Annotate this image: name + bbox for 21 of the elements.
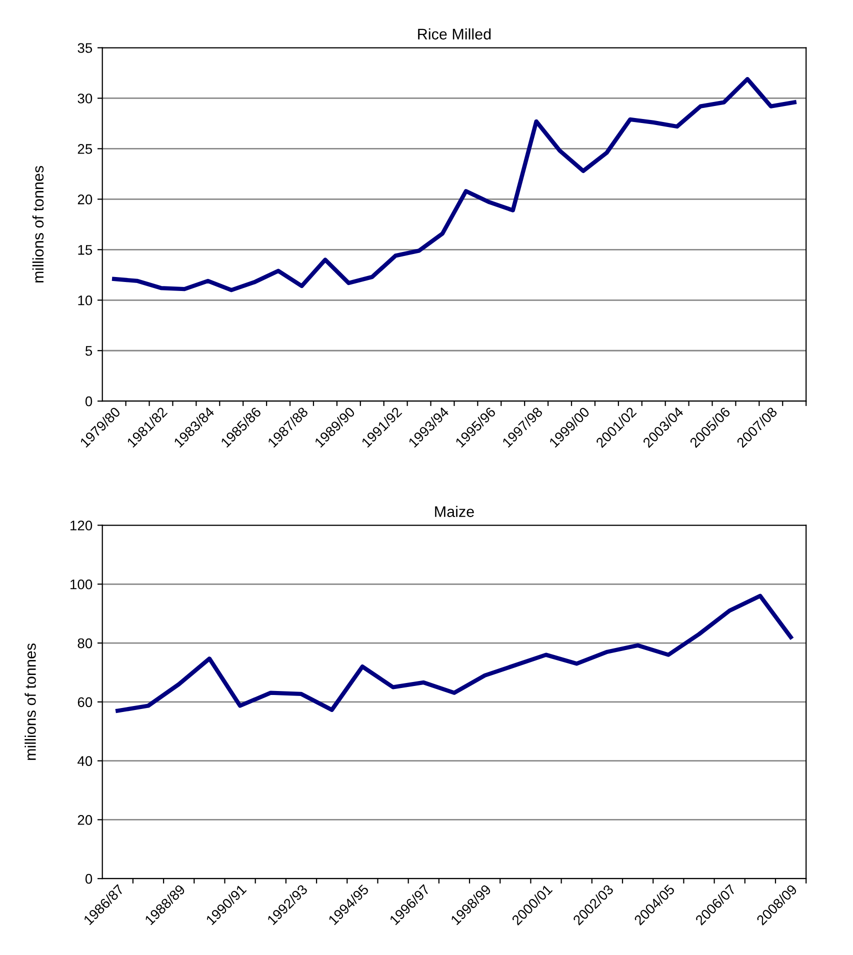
y-tick-label: 5 [85,346,92,356]
y-axis-title: millions of tonnes [32,166,44,282]
y-tick-label: 25 [78,144,92,154]
y-tick-label: 10 [78,295,92,306]
y-tick-label: 0 [85,874,92,884]
y-tick-label: 80 [78,638,92,648]
y-tick-label: 100 [70,579,92,590]
y-tick-label: 120 [70,520,92,530]
y-axis-title: millions of tonnes [24,643,36,760]
line-series [112,76,796,292]
y-tick-label: 60 [78,697,92,708]
y-tick-label: 35 [78,43,92,53]
y-tick-label: 15 [78,245,92,255]
y-tick-label: 20 [78,194,92,204]
y-tick-label: 20 [78,815,92,825]
y-tick-label: 0 [85,396,92,406]
chart-title: Rice Milled [418,28,491,40]
chart-title: Maize [435,506,474,518]
line-series [116,594,793,713]
y-tick-label: 30 [78,94,92,104]
y-tick-label: 40 [78,756,92,766]
